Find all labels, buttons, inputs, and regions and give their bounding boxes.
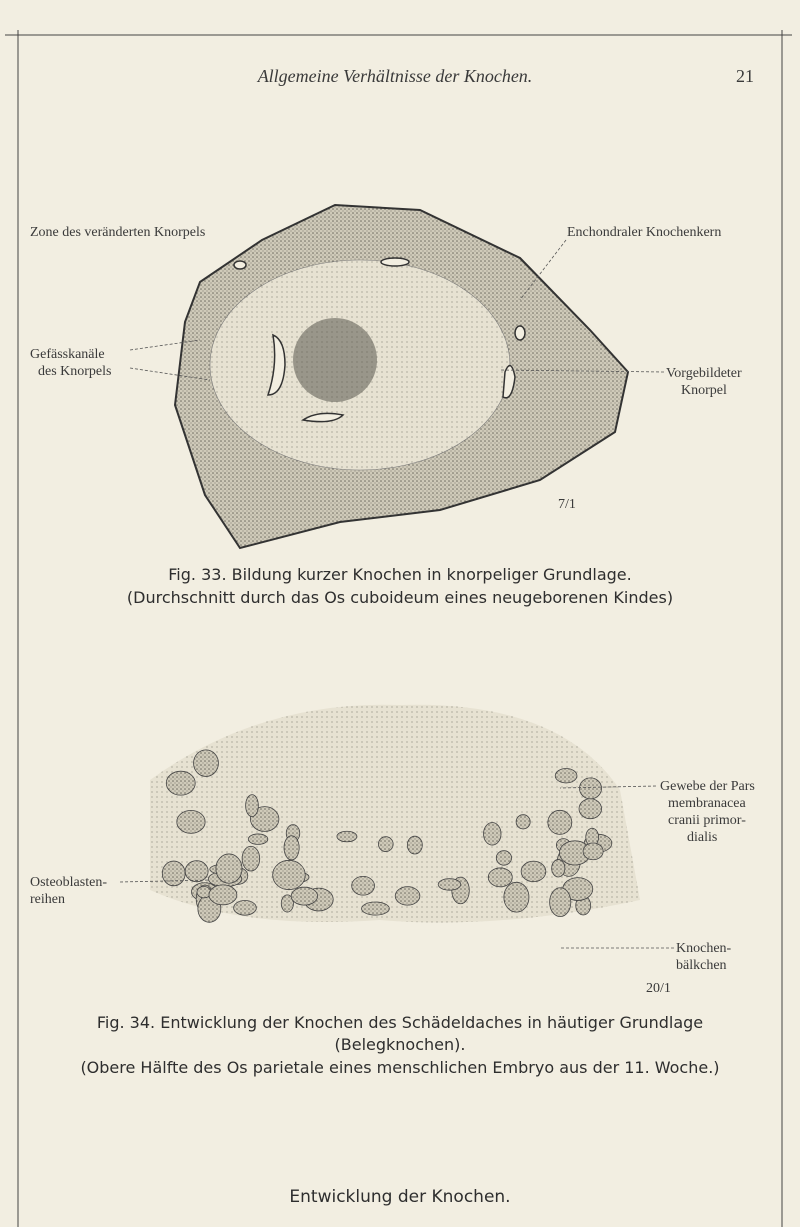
trabecula [579, 777, 602, 800]
footer: Entwicklung der Knochen. [289, 1187, 510, 1207]
trabecula [351, 875, 375, 896]
running-title: Allgemeine Verhältnisse der Knochen. [257, 66, 533, 86]
trabecula [245, 794, 259, 818]
trabecula [554, 768, 578, 784]
scale-label: 20/1 [646, 981, 671, 996]
label: Osteoblasten-reihen [30, 875, 107, 907]
trabecula [520, 860, 547, 883]
trabecula [208, 884, 238, 906]
trabecula [503, 881, 530, 913]
label: Knochen-bälkchen [676, 941, 732, 973]
trabecula [215, 853, 243, 884]
trabecula [165, 770, 196, 796]
trabecula [551, 859, 566, 878]
trabecula [437, 878, 462, 891]
label: Zone des veränderten Knorpels [30, 225, 205, 240]
leader-lines [129, 239, 665, 381]
label: Vorgebildeter Knorpel [666, 366, 742, 398]
trabecula [495, 850, 512, 866]
figure-33-drawing [173, 203, 630, 550]
trabecula [193, 749, 219, 777]
trabecula [406, 835, 423, 855]
trabecula [290, 886, 318, 906]
trabecula [336, 830, 358, 843]
trabecula [184, 860, 209, 883]
trabecula [547, 809, 573, 835]
trabecula [582, 842, 604, 861]
trabecula [280, 894, 294, 913]
figure-34-drawing [150, 704, 640, 923]
caption: Fig. 34. Entwicklung der Knochen des Sch… [80, 1013, 719, 1077]
label: Enchondraler Knochenkern [567, 225, 721, 240]
label: Gefässkanäle des Knorpels [30, 347, 112, 379]
trabecula [483, 822, 502, 846]
page-border [5, 30, 792, 1227]
scale-label: 7/1 [558, 497, 576, 512]
trabecula [487, 867, 513, 888]
trabecula [161, 860, 186, 887]
trabecula [283, 835, 300, 861]
trabecula [377, 836, 394, 852]
trabecula [394, 886, 421, 906]
label: Gewebe der Pars membranacea cranii primor-… [660, 779, 755, 845]
page-number: 21 [736, 66, 754, 86]
trabecula [549, 887, 572, 918]
caption: Fig. 33. Bildung kurzer Knochen in knorp… [127, 565, 673, 607]
trabecula [250, 806, 280, 832]
trabecula [247, 833, 269, 845]
trabecula [515, 814, 531, 830]
trabecula [233, 900, 257, 916]
trabecula [176, 809, 206, 834]
trabecula [578, 798, 602, 820]
trabecula [272, 859, 306, 891]
trabecula [241, 845, 261, 872]
leader-lines [119, 785, 674, 949]
trabecula [361, 901, 390, 916]
